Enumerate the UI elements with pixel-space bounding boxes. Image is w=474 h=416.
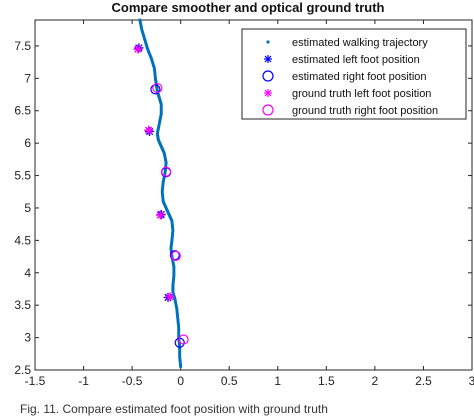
legend-marker-est-left: [264, 55, 272, 63]
y-tick-label: 2.5: [14, 363, 31, 377]
x-tick-label: 1: [274, 374, 281, 388]
legend-label-gt-left: ground truth left foot position: [292, 88, 431, 100]
y-tick-label: 6: [24, 136, 31, 150]
legend-label-gt-right: ground truth right foot position: [292, 105, 438, 117]
x-tick-label: -1: [78, 374, 89, 388]
x-tick-label: 3: [469, 374, 474, 388]
x-tick-label: 1.5: [318, 374, 335, 388]
gt-left-foot-marker: [133, 44, 143, 54]
y-tick-label: 3: [24, 331, 31, 345]
series-gt-left-foot: [133, 44, 175, 302]
legend-label-est-right: estimated right foot position: [292, 71, 427, 83]
y-axis: 2.5 3 3.5 4 4.5 5 5.5 6 6.5 7 7.5: [14, 39, 472, 377]
legend-label-est-left: estimated left foot position: [292, 54, 420, 66]
legend-marker-gt-left: [264, 89, 272, 97]
legend-marker-trajectory: [266, 40, 270, 44]
legend-marker-est-right: [262, 70, 274, 82]
gt-right-foot-marker: [152, 82, 163, 94]
y-tick-label: 3.5: [14, 298, 31, 312]
y-tick-label: 7: [24, 71, 31, 85]
x-axis: -1.5 -1 -0.5 0 0.5 1 1.5 2 2.5 3: [25, 20, 474, 388]
gt-left-foot-marker: [144, 125, 154, 135]
y-tick-label: 5.5: [14, 169, 31, 183]
y-tick-label: 7.5: [14, 39, 31, 53]
y-tick-label: 5: [24, 201, 31, 215]
y-tick-label: 4: [24, 266, 31, 280]
est-right-foot-marker: [150, 84, 161, 95]
series-gt-right-foot: [152, 82, 189, 345]
gt-right-foot-marker: [170, 250, 181, 262]
chart-figure: Compare smoother and optical ground trut…: [14, 0, 474, 388]
legend-label-trajectory: estimated walking trajectory: [292, 37, 428, 49]
x-tick-label: -1.5: [25, 374, 46, 388]
y-tick-label: 6.5: [14, 104, 31, 118]
x-tick-label: 2.5: [415, 374, 432, 388]
trajectory-point: [179, 365, 183, 369]
figure-caption: Fig. 11. Compare estimated foot position…: [20, 402, 328, 416]
gt-left-foot-marker: [155, 210, 165, 220]
chart-title: Compare smoother and optical ground trut…: [111, 0, 384, 15]
legend-marker-gt-right: [262, 104, 274, 116]
y-tick-label: 4.5: [14, 233, 31, 247]
data-series: [133, 18, 189, 369]
legend: estimated walking trajectory estimated l…: [241, 28, 467, 120]
legend-box: [241, 28, 467, 120]
x-tick-label: 0: [177, 374, 184, 388]
gt-right-foot-marker: [161, 166, 172, 177]
gt-right-foot-marker: [178, 334, 189, 345]
x-tick-label: 2: [372, 374, 379, 388]
x-tick-label: 0.5: [221, 374, 238, 388]
x-tick-label: -0.5: [122, 374, 143, 388]
gt-left-foot-marker: [165, 292, 175, 302]
